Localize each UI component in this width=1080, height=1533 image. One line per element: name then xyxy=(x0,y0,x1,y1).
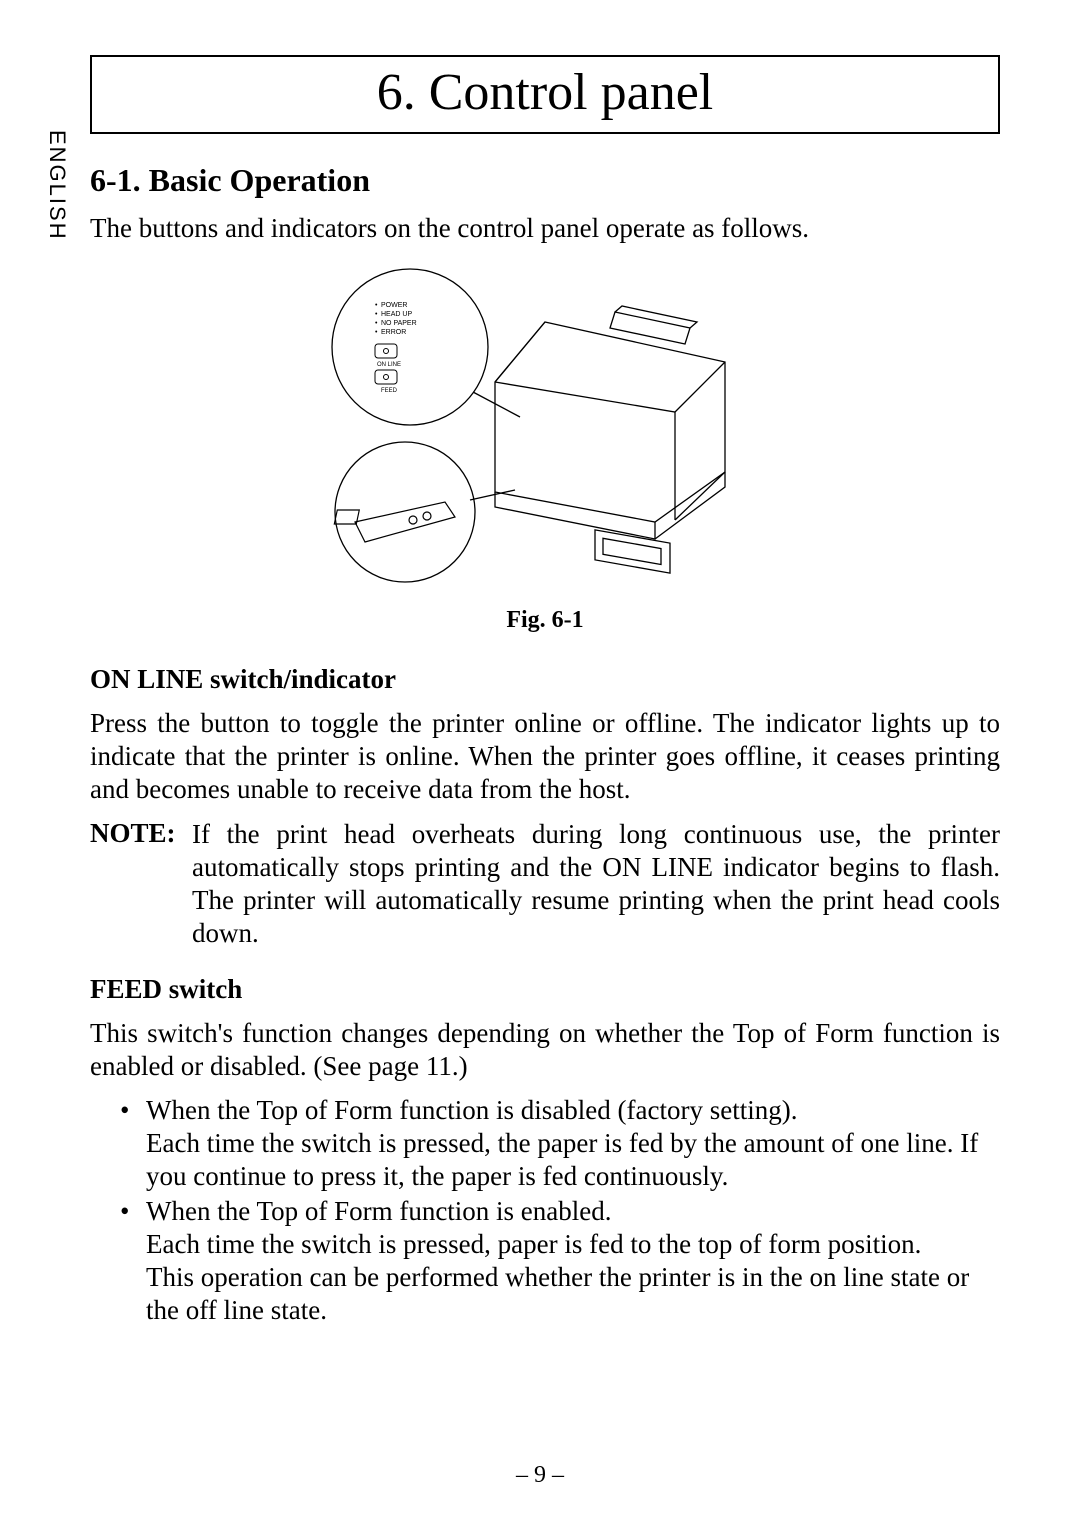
chapter-title: 6. Control panel xyxy=(92,63,998,122)
online-heading: ON LINE switch/indicator xyxy=(90,664,1000,695)
section-intro: The buttons and indicators on the contro… xyxy=(90,213,1000,244)
feed-body: This switch's function changes depending… xyxy=(90,1017,1000,1083)
note-body: If the print head overheats during long … xyxy=(192,818,1000,950)
panel-error-text: ERROR xyxy=(381,329,406,336)
online-body: Press the button to toggle the printer o… xyxy=(90,707,1000,806)
figure-wrap: • POWER • HEAD UP • NO PAPER • ERROR ON … xyxy=(90,262,1000,597)
language-tab: ENGLISH xyxy=(44,130,70,241)
feed-bullet-0: When the Top of Form function is disable… xyxy=(120,1094,1000,1193)
feed-bullet-1: When the Top of Form function is enabled… xyxy=(120,1195,1000,1327)
feed-bullets: When the Top of Form function is disable… xyxy=(120,1094,1000,1327)
panel-feed-text: FEED xyxy=(381,388,398,394)
panel-nopaper-text: NO PAPER xyxy=(381,320,417,327)
page-content: 6. Control panel 6-1. Basic Operation Th… xyxy=(90,55,1000,1329)
figure-caption: Fig. 6-1 xyxy=(90,607,1000,634)
page-number: – 9 – xyxy=(0,1462,1080,1489)
section-heading: 6-1. Basic Operation xyxy=(90,162,1000,199)
feed-heading: FEED switch xyxy=(90,974,1000,1005)
printer-figure: • POWER • HEAD UP • NO PAPER • ERROR ON … xyxy=(295,262,795,592)
panel-power-text: POWER xyxy=(381,302,407,309)
online-note: NOTE: If the print head overheats during… xyxy=(90,818,1000,950)
panel-headup-text: HEAD UP xyxy=(381,311,412,318)
note-label: NOTE: xyxy=(90,818,192,950)
chapter-title-box: 6. Control panel xyxy=(90,55,1000,134)
panel-online-text: ON LINE xyxy=(377,362,401,368)
